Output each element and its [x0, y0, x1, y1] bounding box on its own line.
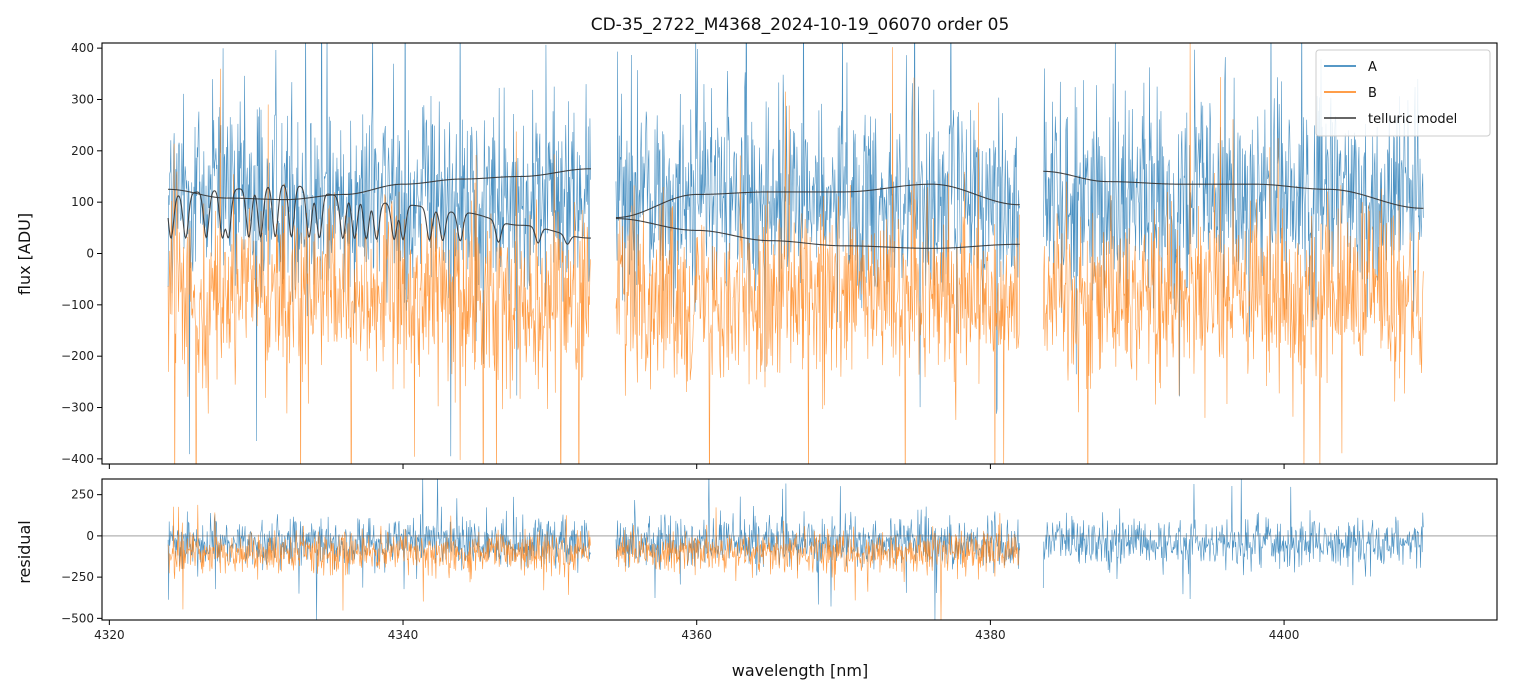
residual-axes-frame — [101, 478, 1498, 621]
y-tick-label: 300 — [71, 92, 94, 106]
y-tick-label: −250 — [61, 570, 94, 584]
series-b-flux-trace — [1042, 43, 1424, 464]
y-tick-label: −500 — [61, 611, 94, 625]
legend-box — [1315, 49, 1491, 137]
x-tick-label: 4340 — [388, 628, 419, 642]
legend-label-telluric: telluric model — [1368, 112, 1457, 127]
telluric-model-curve — [168, 168, 591, 201]
residual-traces — [102, 479, 1497, 620]
y-tick-label: 100 — [71, 195, 94, 209]
y-tick-label: −400 — [61, 452, 94, 466]
flux-y-label: flux [ADU] — [15, 213, 34, 295]
y-tick-label: −100 — [61, 298, 94, 312]
series-b-flux-trace — [167, 68, 591, 464]
y-tick-label: 400 — [71, 41, 94, 55]
flux-panel: −400 −300 −200 −100 0 100 200 300 400 flux [ADU] — [15, 41, 1498, 469]
x-tick-label: 4320 — [94, 628, 125, 642]
series-b-residual-trace — [167, 504, 591, 611]
x-tick-label: 4360 — [681, 628, 712, 642]
telluric-model-curve — [167, 184, 591, 245]
chart-title: CD-35_2722_M4368_2024-10-19_06070 order … — [591, 15, 1010, 35]
legend-label-b: B — [1368, 86, 1377, 101]
y-tick-label: 250 — [71, 488, 94, 502]
y-tick-label: 0 — [86, 529, 94, 543]
telluric-model-curve — [1043, 170, 1424, 209]
x-tick-label: 4380 — [975, 628, 1006, 642]
legend-label-a: A — [1368, 60, 1377, 75]
residual-x-ticks: 4320 4340 4360 4380 4400 — [94, 620, 1299, 642]
flux-axes-frame — [101, 42, 1498, 465]
legend: A B telluric model — [1315, 49, 1491, 137]
series-a-residual-trace — [1042, 479, 1424, 599]
residual-panel: −500 −250 0 250 4320 4340 4360 4380 4400 residu… — [15, 478, 1498, 680]
telluric-model-curve — [615, 218, 1020, 249]
series-b-residual-trace — [615, 507, 1020, 620]
flux-y-ticks: −400 −300 −200 −100 0 100 200 300 400 — [61, 41, 102, 466]
telluric-model-curve — [615, 183, 1020, 219]
x-tick-label: 4400 — [1269, 628, 1300, 642]
series-a-flux-trace — [615, 43, 1020, 414]
x-axis-label: wavelength [nm] — [732, 661, 869, 680]
y-tick-label: −300 — [61, 401, 94, 415]
y-tick-label: −200 — [61, 349, 94, 363]
flux-x-ticks — [108, 464, 1285, 469]
series-a-flux-trace — [167, 43, 591, 457]
y-tick-label: 200 — [71, 144, 94, 158]
residual-y-label: residual — [15, 520, 34, 583]
flux-traces — [167, 43, 1424, 464]
y-tick-label: 0 — [86, 247, 94, 261]
series-b-flux-trace — [615, 47, 1020, 464]
residual-y-ticks: −500 −250 0 250 — [61, 488, 102, 625]
series-a-residual-trace — [167, 479, 591, 620]
